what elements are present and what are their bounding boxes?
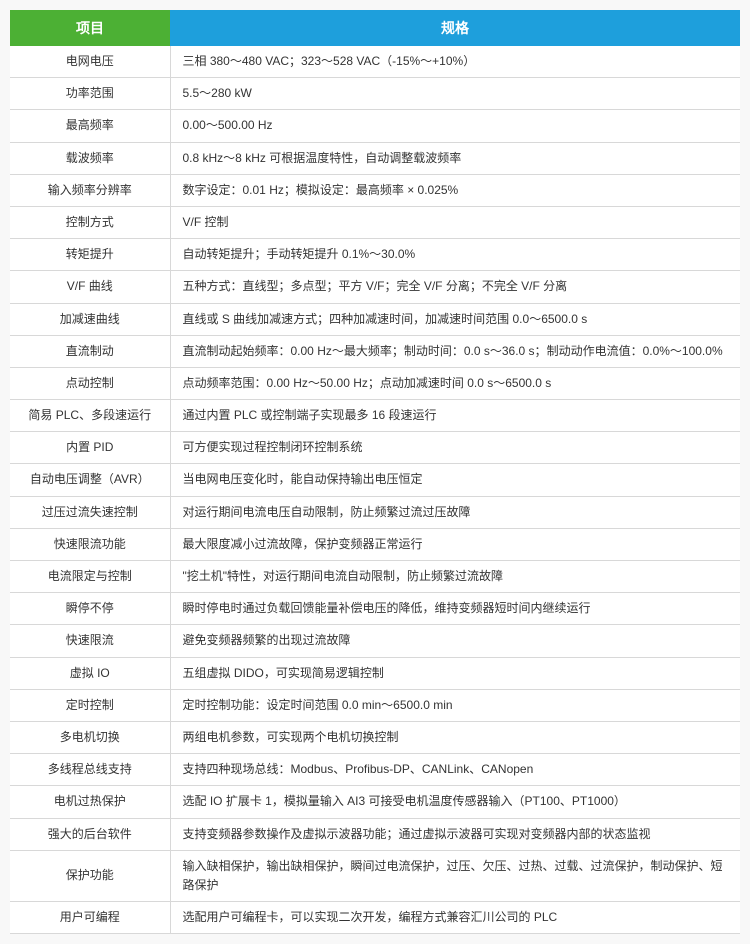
table-row: 内置 PID可方便实现过程控制闭环控制系统 — [10, 432, 740, 464]
spec-label: 快速限流功能 — [10, 528, 170, 560]
spec-value: 瞬时停电时通过负载回馈能量补偿电压的降低，维持变频器短时间内继续运行 — [170, 593, 740, 625]
spec-label: 控制方式 — [10, 206, 170, 238]
table-row: 保护功能输入缺相保护，输出缺相保护，瞬间过电流保护，过压、欠压、过热、过载、过流… — [10, 850, 740, 901]
spec-value: 可方便实现过程控制闭环控制系统 — [170, 432, 740, 464]
spec-label: 保护功能 — [10, 850, 170, 901]
spec-value: 支持四种现场总线：Modbus、Profibus-DP、CANLink、CANo… — [170, 754, 740, 786]
spec-label: 虚拟 IO — [10, 657, 170, 689]
spec-label: 转矩提升 — [10, 239, 170, 271]
table-row: 电流限定与控制"挖土机"特性，对运行期间电流自动限制，防止频繁过流故障 — [10, 561, 740, 593]
spec-value: 最大限度减小过流故障，保护变频器正常运行 — [170, 528, 740, 560]
spec-label: 点动控制 — [10, 367, 170, 399]
spec-value: 支持变频器参数操作及虚拟示波器功能；通过虚拟示波器可实现对变频器内部的状态监视 — [170, 818, 740, 850]
table-row: 强大的后台软件支持变频器参数操作及虚拟示波器功能；通过虚拟示波器可实现对变频器内… — [10, 818, 740, 850]
spec-label: 电机过热保护 — [10, 786, 170, 818]
table-row: 快速限流避免变频器频繁的出现过流故障 — [10, 625, 740, 657]
spec-label: 电网电压 — [10, 46, 170, 78]
spec-value: V/F 控制 — [170, 206, 740, 238]
spec-label: 瞬停不停 — [10, 593, 170, 625]
spec-value: 直流制动起始频率：0.00 Hz～最大频率；制动时间：0.0 s～36.0 s；… — [170, 335, 740, 367]
spec-value: 两组电机参数，可实现两个电机切换控制 — [170, 721, 740, 753]
table-row: 定时控制定时控制功能：设定时间范围 0.0 min～6500.0 min — [10, 689, 740, 721]
table-row: 直流制动直流制动起始频率：0.00 Hz～最大频率；制动时间：0.0 s～36.… — [10, 335, 740, 367]
table-row: 快速限流功能最大限度减小过流故障，保护变频器正常运行 — [10, 528, 740, 560]
table-row: 多电机切换两组电机参数，可实现两个电机切换控制 — [10, 721, 740, 753]
spec-value: 选配 IO 扩展卡 1，模拟量输入 AI3 可接受电机温度传感器输入（PT100… — [170, 786, 740, 818]
table-row: 点动控制点动频率范围：0.00 Hz～50.00 Hz；点动加减速时间 0.0 … — [10, 367, 740, 399]
spec-table-container: 项目 规格 电网电压三相 380～480 VAC；323～528 VAC（-15… — [10, 10, 740, 934]
table-row: 最高频率0.00～500.00 Hz — [10, 110, 740, 142]
spec-label: V/F 曲线 — [10, 271, 170, 303]
table-row: 电机过热保护选配 IO 扩展卡 1，模拟量输入 AI3 可接受电机温度传感器输入… — [10, 786, 740, 818]
table-row: 简易 PLC、多段速运行通过内置 PLC 或控制端子实现最多 16 段速运行 — [10, 400, 740, 432]
spec-value: 直线或 S 曲线加减速方式；四种加减速时间，加减速时间范围 0.0～6500.0… — [170, 303, 740, 335]
header-items: 项目 — [10, 10, 170, 46]
spec-value: 五种方式：直线型；多点型；平方 V/F；完全 V/F 分离；不完全 V/F 分离 — [170, 271, 740, 303]
spec-label: 直流制动 — [10, 335, 170, 367]
table-row: 自动电压调整（AVR）当电网电压变化时，能自动保持输出电压恒定 — [10, 464, 740, 496]
spec-label: 多线程总线支持 — [10, 754, 170, 786]
spec-value: "挖土机"特性，对运行期间电流自动限制，防止频繁过流故障 — [170, 561, 740, 593]
spec-label: 过压过流失速控制 — [10, 496, 170, 528]
spec-value: 0.00～500.00 Hz — [170, 110, 740, 142]
spec-label: 电流限定与控制 — [10, 561, 170, 593]
table-row: V/F 曲线五种方式：直线型；多点型；平方 V/F；完全 V/F 分离；不完全 … — [10, 271, 740, 303]
spec-table: 项目 规格 电网电压三相 380～480 VAC；323～528 VAC（-15… — [10, 10, 740, 934]
spec-label: 强大的后台软件 — [10, 818, 170, 850]
table-row: 电网电压三相 380～480 VAC；323～528 VAC（-15%～+10%… — [10, 46, 740, 78]
spec-value: 5.5～280 kW — [170, 78, 740, 110]
spec-label: 多电机切换 — [10, 721, 170, 753]
spec-label: 输入频率分辨率 — [10, 174, 170, 206]
spec-value: 0.8 kHz～8 kHz 可根据温度特性，自动调整载波频率 — [170, 142, 740, 174]
spec-label: 定时控制 — [10, 689, 170, 721]
spec-label: 自动电压调整（AVR） — [10, 464, 170, 496]
spec-value: 选配用户可编程卡，可以实现二次开发，编程方式兼容汇川公司的 PLC — [170, 902, 740, 934]
spec-value: 五组虚拟 DIDO，可实现简易逻辑控制 — [170, 657, 740, 689]
header-specs: 规格 — [170, 10, 740, 46]
spec-value: 对运行期间电流电压自动限制，防止频繁过流过压故障 — [170, 496, 740, 528]
spec-label: 内置 PID — [10, 432, 170, 464]
spec-value: 通过内置 PLC 或控制端子实现最多 16 段速运行 — [170, 400, 740, 432]
spec-label: 功率范围 — [10, 78, 170, 110]
table-row: 输入频率分辨率数字设定：0.01 Hz；模拟设定：最高频率 × 0.025% — [10, 174, 740, 206]
table-row: 转矩提升自动转矩提升；手动转矩提升 0.1%～30.0% — [10, 239, 740, 271]
table-row: 载波频率0.8 kHz～8 kHz 可根据温度特性，自动调整载波频率 — [10, 142, 740, 174]
table-row: 多线程总线支持支持四种现场总线：Modbus、Profibus-DP、CANLi… — [10, 754, 740, 786]
spec-label: 用户可编程 — [10, 902, 170, 934]
spec-label: 简易 PLC、多段速运行 — [10, 400, 170, 432]
spec-label: 加减速曲线 — [10, 303, 170, 335]
spec-value: 输入缺相保护，输出缺相保护，瞬间过电流保护，过压、欠压、过热、过载、过流保护，制… — [170, 850, 740, 901]
spec-value: 定时控制功能：设定时间范围 0.0 min～6500.0 min — [170, 689, 740, 721]
spec-label: 最高频率 — [10, 110, 170, 142]
spec-label: 载波频率 — [10, 142, 170, 174]
table-row: 控制方式V/F 控制 — [10, 206, 740, 238]
spec-value: 点动频率范围：0.00 Hz～50.00 Hz；点动加减速时间 0.0 s～65… — [170, 367, 740, 399]
spec-value: 数字设定：0.01 Hz；模拟设定：最高频率 × 0.025% — [170, 174, 740, 206]
table-row: 虚拟 IO五组虚拟 DIDO，可实现简易逻辑控制 — [10, 657, 740, 689]
table-row: 用户可编程选配用户可编程卡，可以实现二次开发，编程方式兼容汇川公司的 PLC — [10, 902, 740, 934]
spec-value: 自动转矩提升；手动转矩提升 0.1%～30.0% — [170, 239, 740, 271]
spec-label: 快速限流 — [10, 625, 170, 657]
header-row: 项目 规格 — [10, 10, 740, 46]
table-row: 加减速曲线直线或 S 曲线加减速方式；四种加减速时间，加减速时间范围 0.0～6… — [10, 303, 740, 335]
table-row: 功率范围5.5～280 kW — [10, 78, 740, 110]
spec-value: 当电网电压变化时，能自动保持输出电压恒定 — [170, 464, 740, 496]
spec-value: 避免变频器频繁的出现过流故障 — [170, 625, 740, 657]
table-row: 过压过流失速控制对运行期间电流电压自动限制，防止频繁过流过压故障 — [10, 496, 740, 528]
spec-value: 三相 380～480 VAC；323～528 VAC（-15%～+10%） — [170, 46, 740, 78]
table-row: 瞬停不停瞬时停电时通过负载回馈能量补偿电压的降低，维持变频器短时间内继续运行 — [10, 593, 740, 625]
